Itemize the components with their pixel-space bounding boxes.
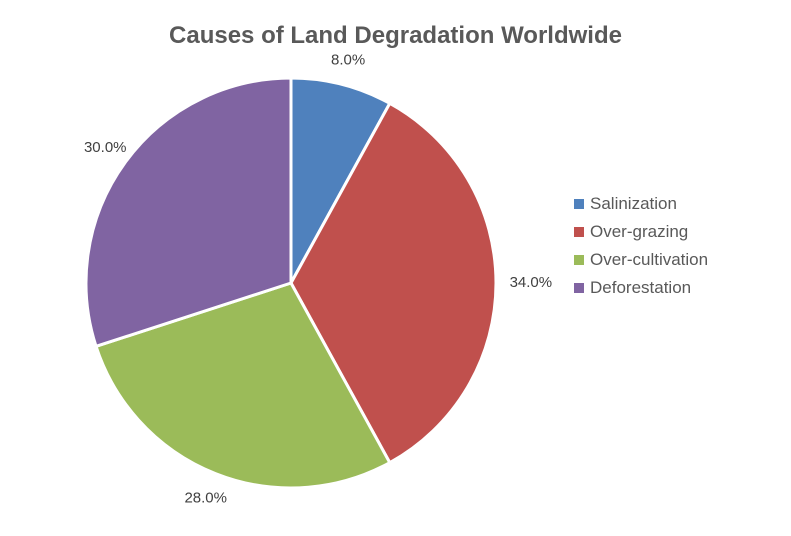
pie-slices <box>84 76 498 490</box>
data-label-over-grazing: 34.0% <box>510 274 553 291</box>
legend-item-over-cultivation: Over-cultivation <box>574 246 708 274</box>
legend-label-over-cultivation: Over-cultivation <box>590 250 709 269</box>
legend-item-over-grazing: Over-grazing <box>574 218 708 246</box>
pie-slice-over-grazing <box>289 101 498 465</box>
legend-label-over-grazing: Over-grazing <box>590 222 689 241</box>
legend-label-salinization: Salinization <box>590 194 677 213</box>
chart-title: Causes of Land Degradation Worldwide <box>169 22 622 49</box>
legend-swatch-salinization <box>574 199 584 209</box>
legend-swatch-over-cultivation <box>574 255 584 265</box>
pie-slice-salinization <box>289 76 392 284</box>
pie-data-labels: 8.0% 34.0% 28.0% 30.0% <box>84 52 552 507</box>
legend-swatch-deforestation <box>574 283 584 293</box>
legend: Salinization Over-grazing Over-cultivati… <box>574 190 708 302</box>
data-label-salinization: 8.0% <box>331 52 365 69</box>
data-label-over-cultivation: 28.0% <box>184 489 227 506</box>
legend-item-salinization: Salinization <box>574 190 708 218</box>
legend-item-deforestation: Deforestation <box>574 274 708 302</box>
legend-label-deforestation: Deforestation <box>590 278 692 297</box>
pie-slice-deforestation <box>84 76 293 349</box>
data-label-deforestation: 30.0% <box>84 139 127 156</box>
pie-slice-over-cultivation <box>94 281 392 490</box>
legend-swatch-over-grazing <box>574 227 584 237</box>
